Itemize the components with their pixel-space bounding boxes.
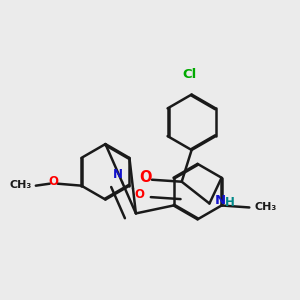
Text: Cl: Cl xyxy=(182,68,197,81)
Text: H: H xyxy=(225,196,235,209)
Text: N: N xyxy=(113,168,123,181)
Text: CH₃: CH₃ xyxy=(10,180,32,190)
Text: O: O xyxy=(134,188,144,201)
Text: O: O xyxy=(49,175,59,188)
Text: CH₃: CH₃ xyxy=(254,202,277,212)
Text: N: N xyxy=(214,194,226,207)
Text: O: O xyxy=(139,170,151,185)
